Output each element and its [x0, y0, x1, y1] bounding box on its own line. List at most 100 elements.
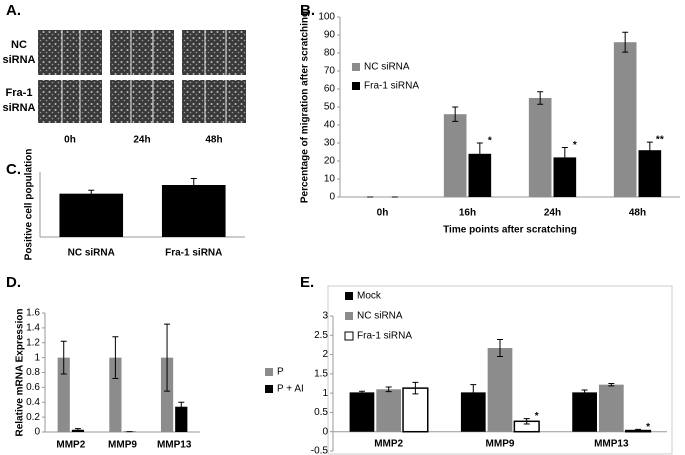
- legend-swatch: [352, 63, 360, 71]
- error-bar: [452, 106, 459, 122]
- error-bar: [60, 340, 67, 375]
- y-tick-label: 0: [322, 426, 328, 437]
- y-tick-label: 1.2: [26, 337, 40, 348]
- legend-swatch: [345, 312, 353, 320]
- annotation: *: [535, 411, 539, 422]
- bar: [161, 185, 226, 237]
- image: [182, 80, 246, 123]
- error-bar: [74, 428, 81, 432]
- bar: [57, 357, 70, 432]
- bar: [402, 387, 429, 433]
- bar: [160, 357, 174, 432]
- column-label: 0h: [64, 135, 76, 146]
- error-bar: [112, 336, 119, 379]
- x-tick-label: MMP13: [594, 439, 629, 450]
- error-bar: [190, 178, 197, 192]
- y-tick-label: 2: [322, 349, 328, 360]
- bar: [572, 392, 597, 432]
- bar: [349, 392, 375, 432]
- error-bar: [385, 386, 392, 393]
- legend-swatch: [344, 331, 354, 341]
- x-tick-label: Fra-1 siRNA: [165, 248, 222, 259]
- error-bar: [608, 383, 615, 387]
- error-bar: [358, 390, 365, 395]
- y-tick-label: 1.6: [26, 308, 40, 319]
- y-tick-label: 2.5: [314, 330, 328, 341]
- error-bar: [622, 31, 629, 53]
- legend-swatch: [265, 385, 273, 393]
- image: [110, 30, 174, 75]
- error-bar: [412, 381, 419, 395]
- x-tick-label: MMP13: [157, 440, 192, 451]
- column-label: 48h: [205, 135, 222, 146]
- y-axis-label: Positive cell population: [24, 149, 35, 261]
- y-tick-label: 1: [34, 352, 40, 363]
- annotation: **: [656, 135, 664, 146]
- frame: [327, 285, 673, 455]
- error-bar: [581, 389, 588, 396]
- legend-label: P: [277, 367, 284, 378]
- x-tick-label: NC siRNA: [68, 248, 115, 259]
- y-axis-label: Relative mRNA Expression: [15, 308, 26, 436]
- y-tick-label: 0.5: [314, 407, 328, 418]
- error-bar: [646, 141, 653, 159]
- image: [182, 30, 246, 75]
- y-tick-label: -0.5: [311, 446, 329, 455]
- y-tick-label: 80: [324, 48, 336, 59]
- annotation: *: [646, 422, 650, 433]
- bar: [487, 348, 513, 432]
- y-tick-label: 60: [324, 84, 336, 95]
- y-tick-label: 70: [324, 66, 336, 77]
- bar: [109, 357, 122, 432]
- annotation: *: [488, 136, 492, 147]
- error-bar: [476, 142, 483, 166]
- legend-label: NC siRNA: [364, 62, 410, 73]
- legend-swatch: [265, 368, 273, 376]
- legend-label: Fra-1 siRNA: [364, 81, 419, 92]
- micrographs: [38, 30, 246, 123]
- annotation: *: [573, 140, 577, 151]
- panel-label: E.: [300, 274, 314, 291]
- image: [38, 30, 102, 75]
- y-tick-label: 0: [34, 427, 40, 438]
- y-tick-label: 3: [322, 311, 328, 322]
- bar: [59, 193, 124, 237]
- y-tick-label: 0: [329, 192, 335, 203]
- y-tick-label: 0.6: [26, 382, 40, 393]
- x-axis-label: Time points after scratching: [443, 225, 577, 236]
- panel-label: A.: [6, 2, 21, 19]
- row-label: NC siRNA: [2, 39, 36, 66]
- error-bar: [164, 323, 171, 392]
- y-axis-label: Percentage of migration after scratching: [300, 11, 311, 203]
- bar: [528, 98, 552, 197]
- y-tick-label: 0.4: [26, 397, 40, 408]
- panel-label: D.: [6, 274, 21, 291]
- legend-label: NC siRNA: [357, 311, 403, 322]
- column-label: 24h: [133, 135, 150, 146]
- error-bar: [178, 401, 185, 412]
- image: [38, 80, 102, 123]
- legend-swatch: [345, 292, 353, 300]
- y-tick-label: 0.8: [26, 367, 40, 378]
- bar: [443, 114, 467, 197]
- bar: [468, 153, 492, 197]
- error-bar: [523, 418, 530, 425]
- bar: [175, 406, 188, 432]
- y-tick-label: 100: [318, 12, 335, 23]
- error-bar: [88, 189, 95, 198]
- panel-label: C.: [6, 161, 21, 178]
- error-bar: [497, 339, 503, 357]
- x-tick-label: MMP2: [56, 440, 85, 451]
- y-tick-label: 30: [324, 138, 336, 149]
- y-tick-label: 20: [324, 156, 336, 167]
- y-tick-label: 40: [324, 120, 336, 131]
- x-tick-label: 48h: [629, 208, 646, 219]
- panel-label: B.: [300, 2, 315, 19]
- image: [110, 80, 174, 123]
- y-tick-label: 50: [324, 102, 336, 113]
- y-tick-label: 1: [322, 388, 328, 399]
- bar: [638, 150, 662, 197]
- x-tick-label: 24h: [544, 208, 561, 219]
